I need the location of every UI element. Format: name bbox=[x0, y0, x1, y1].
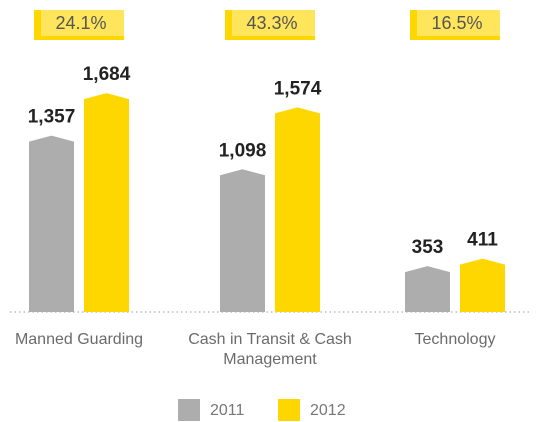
growth-box-shade bbox=[417, 10, 500, 36]
legend-swatch bbox=[178, 399, 200, 421]
value-label: 353 bbox=[412, 237, 444, 258]
bar bbox=[405, 266, 450, 312]
legend-label: 2012 bbox=[310, 402, 346, 419]
bar bbox=[29, 135, 74, 312]
growth-label: 43.3% bbox=[246, 13, 297, 33]
value-label: 1,574 bbox=[274, 78, 322, 99]
bar bbox=[460, 258, 505, 312]
category-label: Cash in Transit & Cash Management bbox=[188, 331, 352, 368]
value-label: 1,357 bbox=[28, 107, 76, 128]
bar bbox=[84, 93, 129, 312]
growth-label: 24.1% bbox=[55, 13, 106, 33]
bar bbox=[275, 107, 320, 312]
growth-box-shade bbox=[232, 10, 315, 36]
category-label: Technology bbox=[414, 331, 496, 348]
legend-label: 2011 bbox=[210, 402, 245, 419]
bar bbox=[220, 169, 265, 312]
value-label: 1,098 bbox=[219, 140, 267, 161]
category-label: Manned Guarding bbox=[14, 331, 144, 348]
value-label: 411 bbox=[467, 230, 498, 251]
growth-label: 16.5% bbox=[431, 13, 482, 33]
growth-box-shade bbox=[41, 10, 124, 36]
legend-swatch bbox=[278, 399, 300, 421]
value-label: 1,684 bbox=[83, 64, 131, 85]
